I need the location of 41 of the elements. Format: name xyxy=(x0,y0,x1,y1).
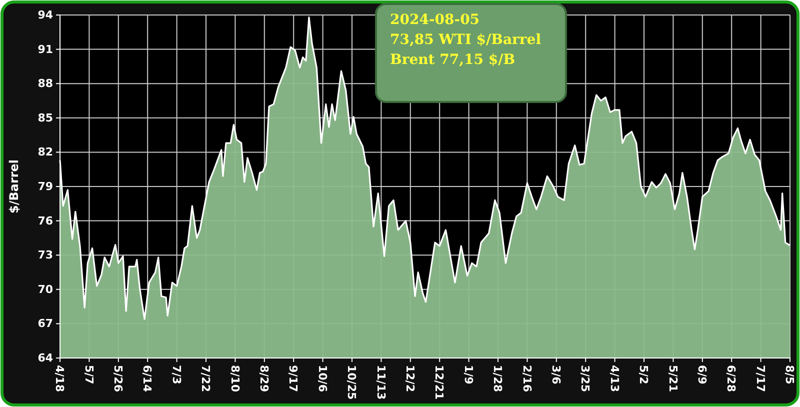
x-tick-label: 3/25 xyxy=(578,365,592,392)
y-tick-label: 94 xyxy=(38,8,54,22)
y-tick-label: 67 xyxy=(38,317,53,330)
annotation: 2024-08-05 xyxy=(390,12,480,28)
x-tick-label: 12/2 xyxy=(404,365,417,392)
x-tick-label: 11/13 xyxy=(374,365,388,400)
annotation: Brent 77,15 $/B xyxy=(390,52,516,68)
y-tick-label: 85 xyxy=(38,111,53,124)
x-tick-label: 5/21 xyxy=(666,365,680,392)
x-tick-label: 9/17 xyxy=(286,365,300,392)
x-tick-label: 8/29 xyxy=(258,365,271,392)
x-tick-label: 5/7 xyxy=(82,365,96,384)
x-tick-label: 4/18 xyxy=(53,365,66,392)
x-tick-label: 4/13 xyxy=(608,365,621,392)
y-tick-label: 73 xyxy=(38,248,53,262)
x-tick-label: 6/9 xyxy=(696,365,709,384)
x-tick-label: 10/6 xyxy=(316,365,329,392)
y-tick-label: 91 xyxy=(38,42,53,56)
x-tick-label: 6/28 xyxy=(724,365,738,392)
x-tick-label: 1/28 xyxy=(491,365,504,392)
x-tick-label: 2/16 xyxy=(520,365,534,392)
y-tick-label: 76 xyxy=(38,214,54,228)
y-tick-label: 70 xyxy=(38,282,54,296)
x-tick-label: 3/6 xyxy=(550,365,563,385)
x-tick-label: 10/25 xyxy=(345,365,358,400)
x-tick-label: 8/10 xyxy=(228,365,242,392)
x-tick-label: 8/5 xyxy=(783,365,796,384)
y-tick-label: 79 xyxy=(38,180,53,194)
x-tick-label: 7/22 xyxy=(199,365,212,392)
y-tick-label: 64 xyxy=(38,352,54,365)
y-axis-title: $/Barrel xyxy=(7,159,21,214)
y-tick-label: 88 xyxy=(38,77,53,90)
x-tick-label: 6/14 xyxy=(140,365,154,392)
x-tick-label: 5/26 xyxy=(112,365,125,392)
x-tick-label: 7/17 xyxy=(754,365,767,392)
y-tick-label: 82 xyxy=(38,146,53,159)
x-tick-label: 12/21 xyxy=(432,365,446,400)
annotation: 73,85 WTI $/Barrel xyxy=(390,32,542,48)
x-tick-label: 5/2 xyxy=(637,365,650,384)
x-tick-label: 1/9 xyxy=(462,365,475,384)
x-tick-label: 7/3 xyxy=(170,365,183,384)
